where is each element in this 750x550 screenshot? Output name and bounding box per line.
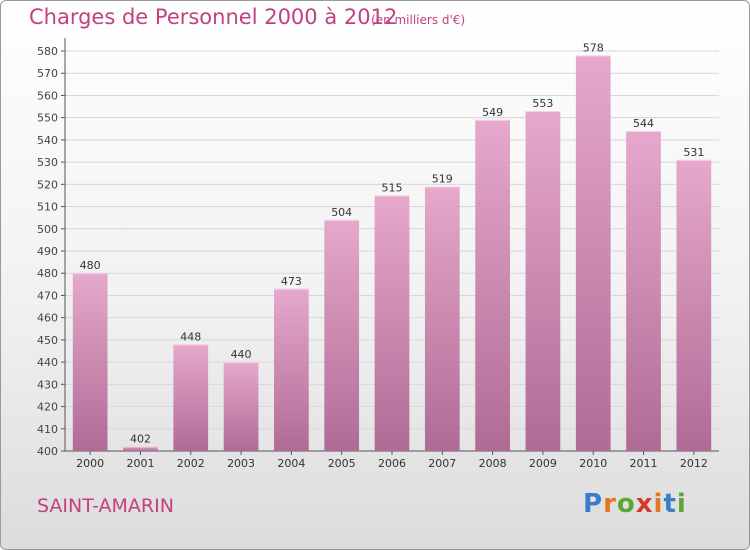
bar <box>475 119 510 451</box>
bar <box>123 446 158 451</box>
logo-letter: r <box>603 489 617 519</box>
bar <box>223 362 259 451</box>
bar <box>374 195 410 451</box>
data-label: 440 <box>231 348 252 361</box>
x-tick-label: 2006 <box>378 457 406 470</box>
bar <box>626 131 661 451</box>
bar <box>173 344 209 451</box>
bar <box>525 111 561 451</box>
y-tick-label: 530 <box>37 156 58 169</box>
y-tick-label: 510 <box>37 201 58 214</box>
data-label: 578 <box>583 41 604 54</box>
bar <box>274 288 309 451</box>
y-tick-label: 460 <box>37 312 58 325</box>
y-tick-label: 560 <box>37 89 58 102</box>
bar <box>676 159 712 451</box>
data-label: 402 <box>130 433 151 446</box>
y-tick-label: 400 <box>37 445 58 458</box>
y-tick-label: 470 <box>37 289 58 302</box>
x-tick-label: 2011 <box>630 457 658 470</box>
chart-title: Charges de Personnel 2000 à 2012 <box>29 5 398 29</box>
data-label: 531 <box>683 146 704 159</box>
data-label: 519 <box>432 173 453 186</box>
x-tick-label: 2003 <box>227 457 255 470</box>
bar <box>72 273 108 451</box>
logo-letter: t <box>663 489 677 519</box>
x-tick-label: 2012 <box>680 457 708 470</box>
bar <box>324 219 360 451</box>
x-tick-label: 2007 <box>428 457 456 470</box>
y-tick-label: 410 <box>37 423 58 436</box>
x-tick-label: 2002 <box>177 457 205 470</box>
proxiti-logo: Proxiti <box>583 489 687 519</box>
x-tick-label: 2001 <box>126 457 154 470</box>
x-tick-label: 2000 <box>76 457 104 470</box>
data-label: 504 <box>331 206 352 219</box>
bar <box>424 186 460 452</box>
logo-letter: i <box>676 489 687 519</box>
logo-letter: x <box>635 489 654 519</box>
y-tick-label: 500 <box>37 223 58 236</box>
data-label: 544 <box>633 117 654 130</box>
y-tick-label: 420 <box>37 401 58 414</box>
data-label: 448 <box>180 330 201 343</box>
y-tick-label: 480 <box>37 267 58 280</box>
data-label: 480 <box>80 259 101 272</box>
y-tick-label: 570 <box>37 67 58 80</box>
data-label: 515 <box>382 181 403 194</box>
x-tick-label: 2008 <box>479 457 507 470</box>
x-tick-label: 2010 <box>579 457 607 470</box>
x-tick-label: 2004 <box>277 457 305 470</box>
y-tick-label: 550 <box>37 112 58 125</box>
data-label: 553 <box>532 97 553 110</box>
x-tick-label: 2009 <box>529 457 557 470</box>
y-tick-label: 520 <box>37 178 58 191</box>
chart-subtitle: (en milliers d'€) <box>371 13 466 27</box>
place-name: SAINT-AMARIN <box>37 495 174 517</box>
y-tick-label: 540 <box>37 134 58 147</box>
y-tick-label: 440 <box>37 356 58 369</box>
data-label: 473 <box>281 275 302 288</box>
bar <box>575 55 611 451</box>
data-label: 549 <box>482 106 503 119</box>
y-tick-label: 580 <box>37 45 58 58</box>
y-tick-label: 490 <box>37 245 58 258</box>
logo-letter: P <box>583 489 604 519</box>
logo-letter: i <box>653 489 664 519</box>
y-tick-label: 430 <box>37 378 58 391</box>
x-tick-label: 2005 <box>328 457 356 470</box>
y-tick-label: 450 <box>37 334 58 347</box>
logo-letter: o <box>616 489 636 519</box>
